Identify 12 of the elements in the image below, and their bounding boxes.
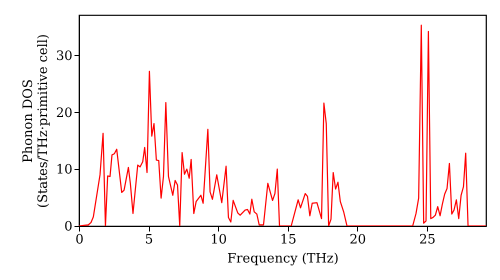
x-axis-title: Frequency (THz) xyxy=(227,252,339,266)
x-tick-label: 10 xyxy=(210,232,227,248)
x-tick-label: 20 xyxy=(350,232,366,248)
y-tick-label: 10 xyxy=(56,162,72,178)
x-tick-label: 5 xyxy=(144,232,154,248)
y-tick-label: 30 xyxy=(56,48,72,64)
x-tick-label: 0 xyxy=(75,232,84,248)
x-tick-label: 15 xyxy=(280,232,296,248)
y-axis-title: Phonon DOS (States/THz·primitive cell) xyxy=(20,34,51,208)
y-tick-label: 20 xyxy=(56,106,72,121)
y-tick-label: 0 xyxy=(64,220,72,234)
x-tick-label: 25 xyxy=(419,232,436,248)
